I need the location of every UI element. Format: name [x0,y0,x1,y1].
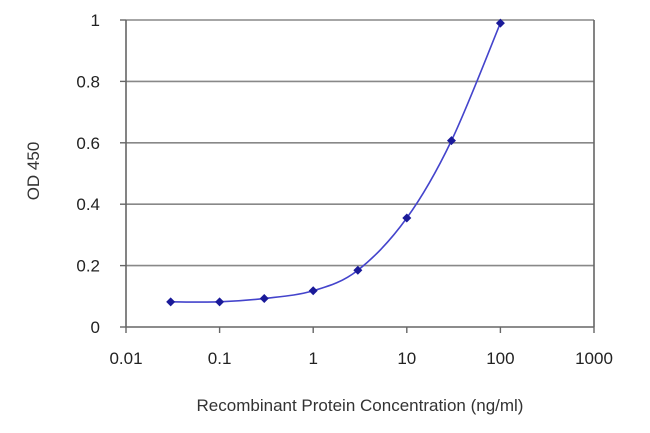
data-point [166,297,176,307]
y-tick-label: 0.2 [76,257,100,276]
y-axis-title: OD 450 [24,142,43,201]
grid-lines [126,19,594,267]
data-point [259,293,269,303]
y-tick-label: 1 [91,11,100,30]
tick-labels: 0 0.2 0.4 0.6 0.8 1 0.01 0.1 1 10 100 1000 [76,11,613,368]
data-point [353,265,363,275]
series-line [170,22,502,303]
x-tick-label: 100 [486,349,514,368]
data-point [446,136,456,146]
x-tick-label: 0.01 [109,349,142,368]
y-tick-label: 0.8 [76,72,100,91]
y-tick-label: 0.4 [76,195,100,214]
x-tick-label: 1000 [575,349,613,368]
y-tick-label: 0 [91,318,100,337]
x-tick-label: 0.1 [208,349,232,368]
data-point [308,286,318,296]
data-point [495,18,505,28]
y-tick-label: 0.6 [76,134,100,153]
x-axis-title: Recombinant Protein Concentration (ng/ml… [197,396,524,415]
data-point [402,213,412,223]
axes [120,19,595,333]
x-tick-label: 1 [308,349,317,368]
data-series [166,18,505,307]
x-tick-label: 10 [397,349,416,368]
data-point [215,297,225,307]
